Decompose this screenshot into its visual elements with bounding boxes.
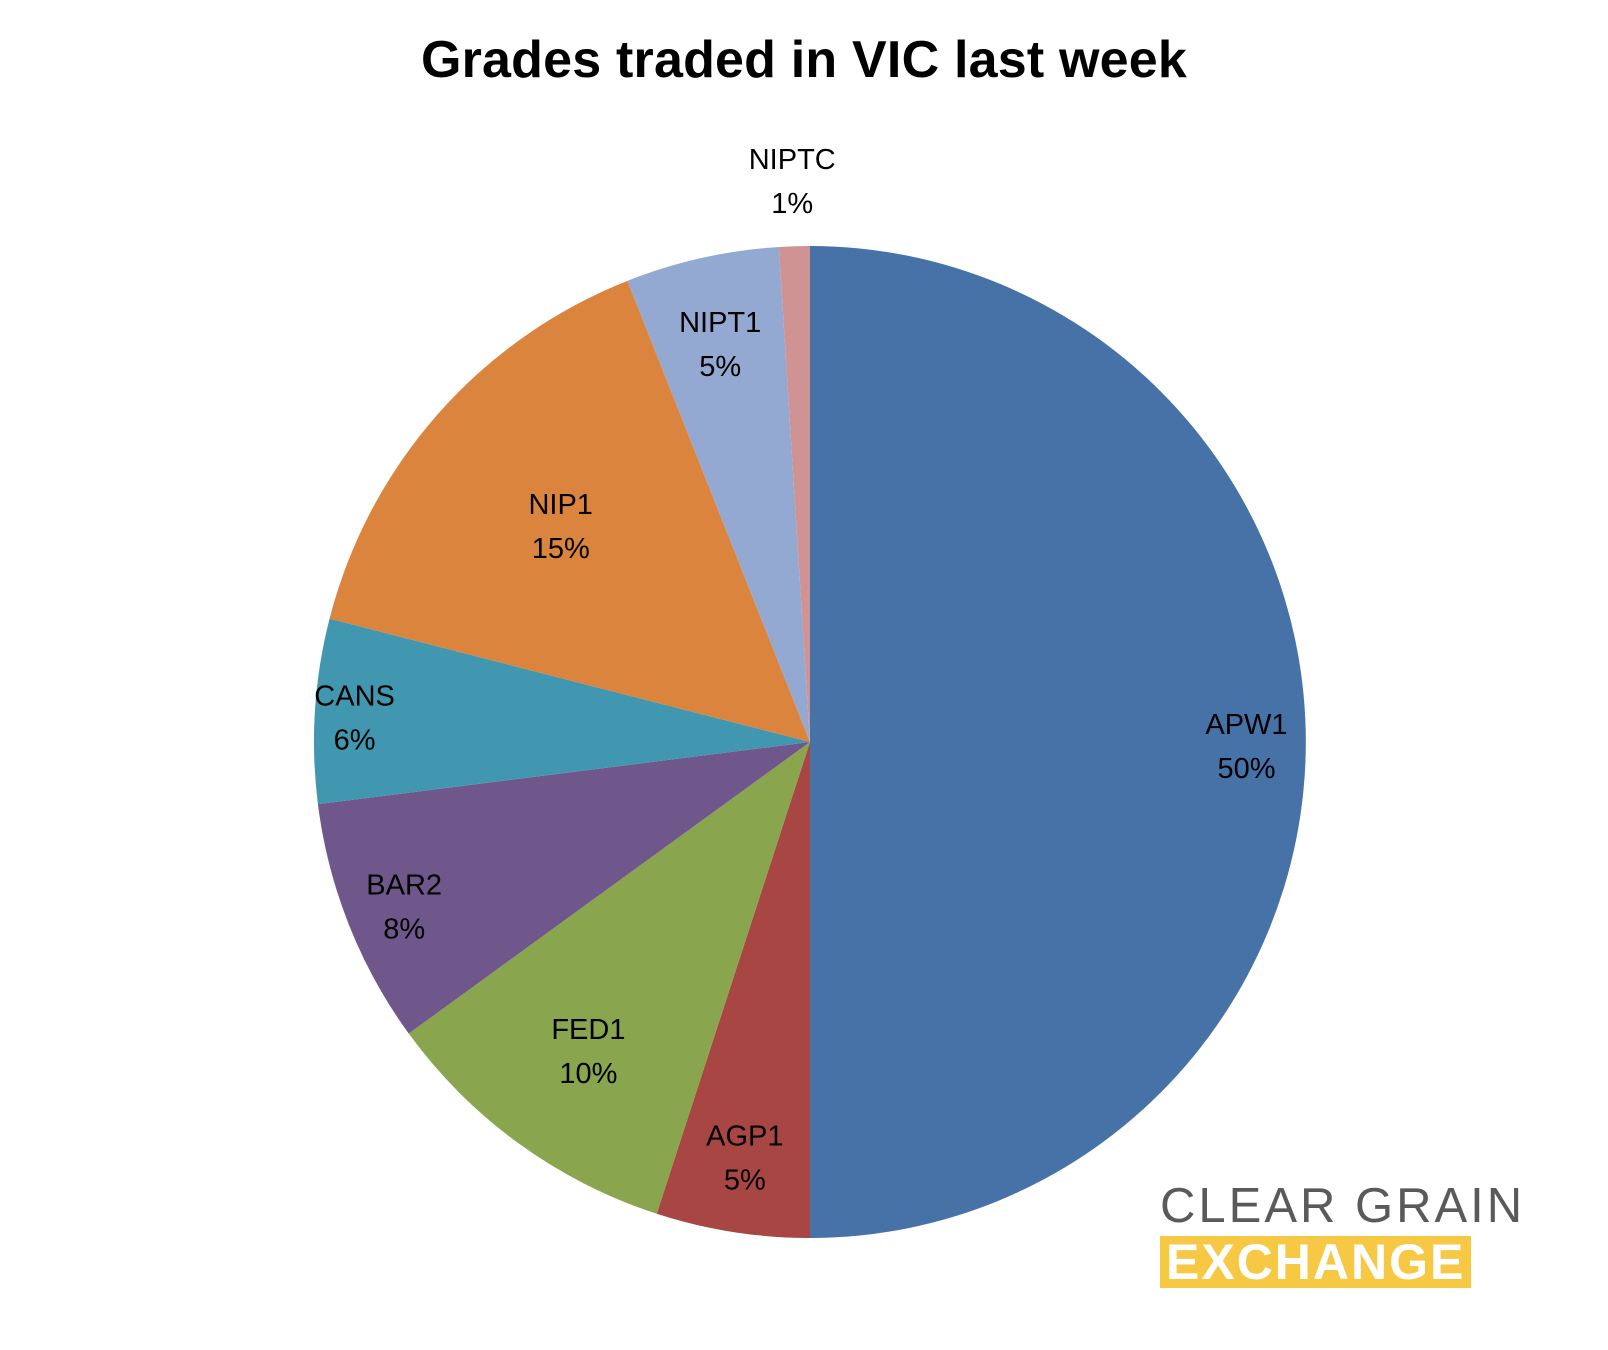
- slice-label-nipt1: NIPT1: [679, 307, 761, 339]
- pie-slice-agp1: [656, 742, 810, 1238]
- logo-line-1: CLEAR GRAIN: [1160, 1179, 1526, 1233]
- pie-slice-nipt1: [627, 246, 810, 742]
- slice-percent-cans: 6%: [334, 724, 376, 756]
- slice-label-nip1: NIP1: [528, 489, 592, 521]
- pie-slice-niptc: [778, 246, 810, 742]
- slice-percent-niptc: 1%: [771, 188, 813, 220]
- logo-line-2: EXCHANGE: [1160, 1235, 1550, 1289]
- slice-percent-nip1: 15%: [532, 533, 590, 565]
- logo-line-2-text: EXCHANGE: [1160, 1236, 1472, 1288]
- slice-percent-nipt1: 5%: [699, 351, 741, 383]
- pie-labels: APW1 50% AGP1 5% FED1 10% BAR2 8% CANS 6% NIP1 15% N…: [314, 144, 1287, 1197]
- pie-slice-bar2: [317, 742, 810, 1034]
- slice-percent-bar2: 8%: [383, 914, 425, 946]
- slice-label-apw1: APW1: [1205, 709, 1287, 741]
- slice-percent-apw1: 50%: [1217, 753, 1275, 785]
- pie-slice-apw1: [810, 246, 1306, 1238]
- slice-percent-fed1: 10%: [559, 1058, 617, 1090]
- slice-label-fed1: FED1: [551, 1014, 625, 1046]
- clear-grain-exchange-logo: CLEAR GRAIN EXCHANGE: [1160, 1180, 1550, 1290]
- slice-label-cans: CANS: [314, 680, 395, 712]
- slice-label-agp1: AGP1: [706, 1121, 783, 1153]
- chart-title: Grades traded in VIC last week: [420, 31, 1188, 89]
- pie-slices: [313, 246, 1306, 1238]
- pie-slice-fed1: [408, 742, 810, 1214]
- pie-slice-cans: [313, 618, 810, 805]
- slice-label-bar2: BAR2: [366, 870, 442, 902]
- pie-slice-nip1: [329, 280, 810, 742]
- slice-label-niptc: NIPTC: [749, 144, 836, 176]
- slice-percent-agp1: 5%: [724, 1165, 766, 1197]
